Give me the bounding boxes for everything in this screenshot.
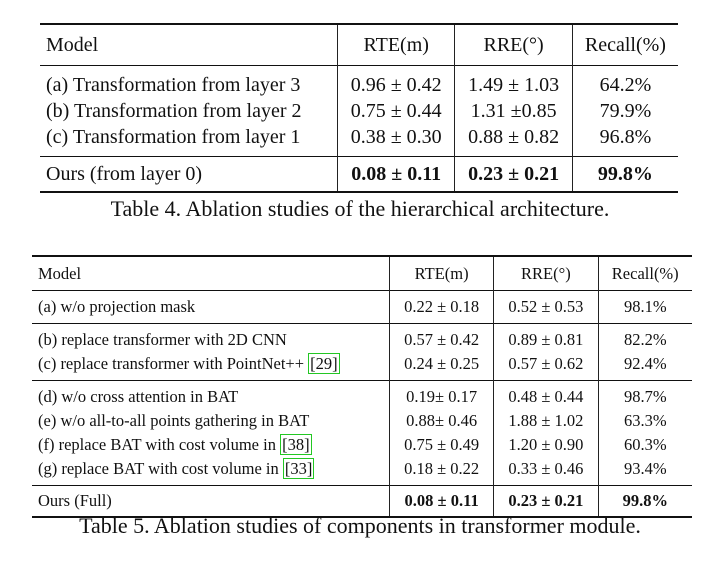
rre-cell: 0.23 ± 0.21: [508, 491, 584, 510]
citation-link[interactable]: [33]: [282, 458, 315, 479]
table-row: (e) w/o all-to-all points gathering in B…: [32, 409, 692, 433]
rre-cell: 0.57 ± 0.62: [493, 352, 598, 376]
rte-cell: 0.18 ± 0.22: [388, 457, 494, 481]
rte-cell: 0.19± 0.17: [388, 385, 494, 409]
recall-cell: 99.8%: [597, 162, 653, 185]
table-row: (a) w/o projection mask 0.22 ± 0.18 0.52…: [32, 295, 692, 319]
table-5-caption: Table 5. Ablation studies of components …: [79, 513, 641, 538]
table-5: Model RTE(m) RRE(°) Recall(%) (a) w/o pr…: [32, 255, 692, 518]
recall-cell: 99.8%: [622, 491, 668, 510]
model-cell: (a) w/o projection mask: [38, 297, 196, 316]
header-recall: Recall(%): [597, 255, 692, 291]
header-model: Model: [40, 23, 338, 66]
recall-cell: 92.4%: [597, 352, 692, 376]
rre-cell: 0.88 ± 0.82: [454, 124, 573, 150]
rte-cell: 0.88± 0.46: [388, 409, 494, 433]
rte-cell: 0.57 ± 0.42: [388, 328, 494, 352]
table-row: (d) w/o cross attention in BAT 0.19± 0.1…: [32, 385, 692, 409]
model-cell: Ours (Full): [32, 485, 390, 518]
table-row: (c) replace transformer with PointNet++ …: [32, 352, 692, 376]
table-row: (f) replace BAT with cost volume in [38]…: [32, 433, 692, 457]
model-cell: (f) replace BAT with cost volume in [38]: [38, 434, 312, 455]
rte-cell: 0.24 ± 0.25: [388, 352, 494, 376]
recall-cell: 93.4%: [597, 457, 692, 481]
header-rte: RTE(m): [388, 255, 494, 291]
rre-cell: 1.31 ±0.85: [454, 98, 573, 124]
rte-cell: 0.08 ± 0.11: [404, 491, 479, 510]
table-row: (b) Transformation from layer 2 0.75 ± 0…: [40, 98, 678, 124]
recall-cell: 63.3%: [597, 409, 692, 433]
table-4: Model RTE(m) RRE(°) Recall(%) (a) Transf…: [40, 23, 678, 193]
model-cell: (a) Transformation from layer 3: [46, 73, 301, 96]
rre-cell: 0.33 ± 0.46: [493, 457, 598, 481]
header-rre: RRE(°): [454, 23, 573, 66]
model-cell: (e) w/o all-to-all points gathering in B…: [38, 411, 310, 430]
model-cell: (d) w/o cross attention in BAT: [38, 387, 239, 406]
header-recall: Recall(%): [571, 23, 678, 66]
rte-cell: 0.08 ± 0.11: [351, 162, 442, 185]
recall-cell: 82.2%: [597, 328, 692, 352]
citation-link[interactable]: [38]: [280, 434, 312, 455]
table-row: (g) replace BAT with cost volume in [33]…: [32, 457, 692, 481]
rre-cell: 1.20 ± 0.90: [493, 433, 598, 457]
rte-cell: 0.75 ± 0.44: [336, 98, 455, 124]
model-cell: (c) replace transformer with PointNet++ …: [38, 353, 340, 374]
rre-cell: 1.88 ± 1.02: [493, 409, 598, 433]
table-row: (c) Transformation from layer 1 0.38 ± 0…: [40, 124, 678, 150]
table-header-row: Model RTE(m) RRE(°) Recall(%): [40, 23, 678, 66]
ours-row: Ours (Full) 0.08 ± 0.11 0.23 ± 0.21 99.8…: [32, 485, 692, 518]
recall-cell: 79.9%: [571, 98, 678, 124]
citation-link[interactable]: [29]: [308, 353, 340, 374]
model-cell: (g) replace BAT with cost volume in [33]: [38, 458, 315, 479]
recall-cell: 64.2%: [571, 72, 678, 98]
rre-cell: 1.49 ± 1.03: [454, 72, 573, 98]
rte-cell: 0.75 ± 0.49: [388, 433, 494, 457]
header-rte: RTE(m): [336, 23, 455, 66]
table-header-row: Model RTE(m) RRE(°) Recall(%): [32, 255, 692, 291]
table-row: (b) replace transformer with 2D CNN 0.57…: [32, 328, 692, 352]
rte-cell: 0.38 ± 0.30: [336, 124, 455, 150]
table-4-caption: Table 4. Ablation studies of the hierarc…: [110, 196, 610, 221]
model-cell: (b) replace transformer with 2D CNN: [38, 330, 287, 349]
rte-cell: 0.96 ± 0.42: [336, 72, 455, 98]
model-cell: (b) Transformation from layer 2: [46, 99, 302, 122]
rre-cell: 0.52 ± 0.53: [493, 295, 598, 319]
model-cell: (c) Transformation from layer 1: [46, 125, 301, 148]
rte-cell: 0.22 ± 0.18: [388, 295, 494, 319]
rre-cell: 0.89 ± 0.81: [493, 328, 598, 352]
header-rre: RRE(°): [493, 255, 598, 291]
ours-row: Ours (from layer 0) 0.08 ± 0.11 0.23 ± 0…: [40, 156, 678, 193]
recall-cell: 60.3%: [597, 433, 692, 457]
header-model: Model: [32, 255, 390, 291]
model-cell: Ours (from layer 0): [40, 156, 338, 193]
recall-cell: 96.8%: [571, 124, 678, 150]
table-row: (a) Transformation from layer 3 0.96 ± 0…: [40, 72, 678, 98]
rre-cell: 0.48 ± 0.44: [493, 385, 598, 409]
recall-cell: 98.1%: [597, 295, 692, 319]
recall-cell: 98.7%: [597, 385, 692, 409]
rre-cell: 0.23 ± 0.21: [468, 162, 560, 185]
